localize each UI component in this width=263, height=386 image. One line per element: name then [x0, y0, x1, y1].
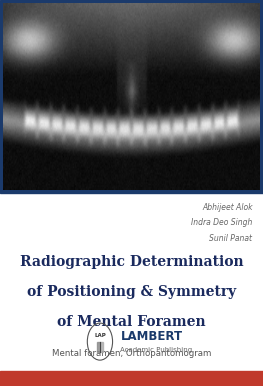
Text: LAP: LAP [94, 333, 106, 338]
Text: of Positioning & Symmetry: of Positioning & Symmetry [27, 285, 236, 299]
Text: Indra Deo Singh: Indra Deo Singh [191, 218, 252, 227]
Text: Radiographic Determination: Radiographic Determination [20, 255, 243, 269]
Text: Abhijeet Alok: Abhijeet Alok [202, 203, 252, 212]
Text: LAMBERT: LAMBERT [120, 330, 183, 344]
Text: Mental foramen, Orthopantomogram: Mental foramen, Orthopantomogram [52, 349, 211, 358]
Text: Sunil Panat: Sunil Panat [210, 234, 252, 242]
FancyArrow shape [100, 342, 103, 352]
Bar [0, 371, 263, 386]
Text: of Mental Foramen: of Mental Foramen [57, 315, 206, 329]
FancyArrow shape [97, 342, 100, 352]
Bar [0, 0, 263, 193]
Text: Academic Publishing: Academic Publishing [120, 347, 193, 353]
